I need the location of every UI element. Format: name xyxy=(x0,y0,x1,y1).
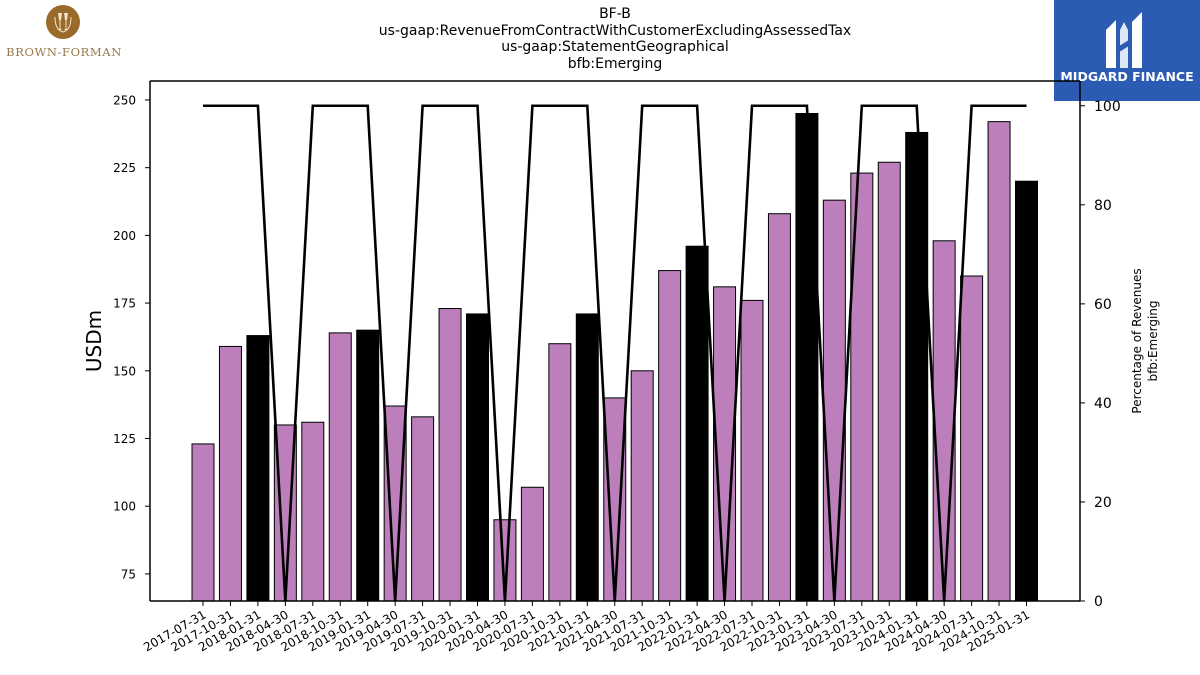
bar-2024-04-30 xyxy=(932,240,956,602)
midgard-finance-logo: MIDGARD FINANCE xyxy=(1054,0,1200,101)
bar-2019-01-31 xyxy=(356,329,380,602)
bar-2024-07-31 xyxy=(960,275,984,602)
left-axis-ticks: 75 100 125 150 175 200 225 250 xyxy=(113,93,150,581)
bar-2024-10-31 xyxy=(987,121,1011,602)
bar-2021-01-31 xyxy=(575,313,599,602)
bar-2021-04-30 xyxy=(603,397,627,602)
right-axis-ticks: 0 20 40 60 80 100 xyxy=(1080,99,1121,610)
bar-2020-10-31 xyxy=(548,343,572,602)
bar-2021-10-31 xyxy=(658,270,682,602)
brown-forman-wordmark: BROWN-FORMAN xyxy=(6,45,122,59)
right-tick-label-20: 20 xyxy=(1094,495,1112,511)
bar-2021-07-31 xyxy=(630,370,654,602)
y2-axis-label-line-2: bfb:Emerging xyxy=(1146,300,1160,381)
glass-emblem-icon xyxy=(46,5,80,39)
right-tick-label-40: 40 xyxy=(1094,396,1112,412)
right-tick-label-80: 80 xyxy=(1094,198,1112,214)
bar-2017-07-31 xyxy=(191,443,215,602)
left-tick-label-175: 175 xyxy=(113,297,136,311)
left-tick-label-125: 125 xyxy=(113,432,136,446)
title-line-statement: us-gaap:StatementGeographical xyxy=(501,39,729,55)
bar-2019-04-30 xyxy=(383,405,407,602)
left-tick-label-200: 200 xyxy=(113,229,136,243)
bar-2018-01-31 xyxy=(246,335,270,602)
left-tick-label-250: 250 xyxy=(113,93,136,107)
bar-2018-07-31 xyxy=(301,421,325,602)
bar-2017-10-31 xyxy=(218,345,242,602)
bar-2024-01-31 xyxy=(905,131,929,602)
y2-axis-label-line-1: Percentage of Revenues xyxy=(1130,268,1144,413)
bar-2023-01-31 xyxy=(795,113,819,602)
right-tick-label-100: 100 xyxy=(1094,99,1121,115)
bar-2020-07-31 xyxy=(520,486,544,602)
bar-2022-07-31 xyxy=(740,299,764,602)
bar-2023-04-30 xyxy=(822,199,846,602)
right-tick-label-0: 0 xyxy=(1094,594,1103,610)
bar-2022-10-31 xyxy=(767,213,791,602)
x-axis-ticks: 2017-07-312017-10-312018-01-312018-04-30… xyxy=(141,601,1032,654)
midgard-mark-icon xyxy=(1106,12,1142,68)
left-tick-label-225: 225 xyxy=(113,161,136,175)
left-tick-label-75: 75 xyxy=(121,567,136,581)
right-tick-label-60: 60 xyxy=(1094,297,1112,313)
bar-2023-10-31 xyxy=(877,161,901,602)
chart-title: BF-B us-gaap:RevenueFromContractWithCust… xyxy=(250,6,980,72)
y-axis-label: USDm xyxy=(82,310,106,372)
title-line-member: bfb:Emerging xyxy=(567,55,663,72)
left-tick-label-150: 150 xyxy=(113,364,136,378)
bar-2022-01-31 xyxy=(685,245,709,602)
bar-2019-10-31 xyxy=(438,308,462,602)
brown-forman-logo: BROWN-FORMAN xyxy=(0,2,128,66)
left-tick-label-100: 100 xyxy=(113,500,136,514)
bar-2019-07-31 xyxy=(411,416,435,602)
title-line-concept: us-gaap:RevenueFromContractWithCustomerE… xyxy=(378,22,852,39)
bar-2018-10-31 xyxy=(328,332,352,602)
midgard-finance-wordmark: MIDGARD FINANCE xyxy=(1060,69,1194,84)
title-line-ticker: BF-B xyxy=(599,6,631,22)
bar-2020-01-31 xyxy=(466,313,489,602)
bar-series xyxy=(191,113,1038,602)
bar-2025-01-31 xyxy=(1015,180,1038,602)
